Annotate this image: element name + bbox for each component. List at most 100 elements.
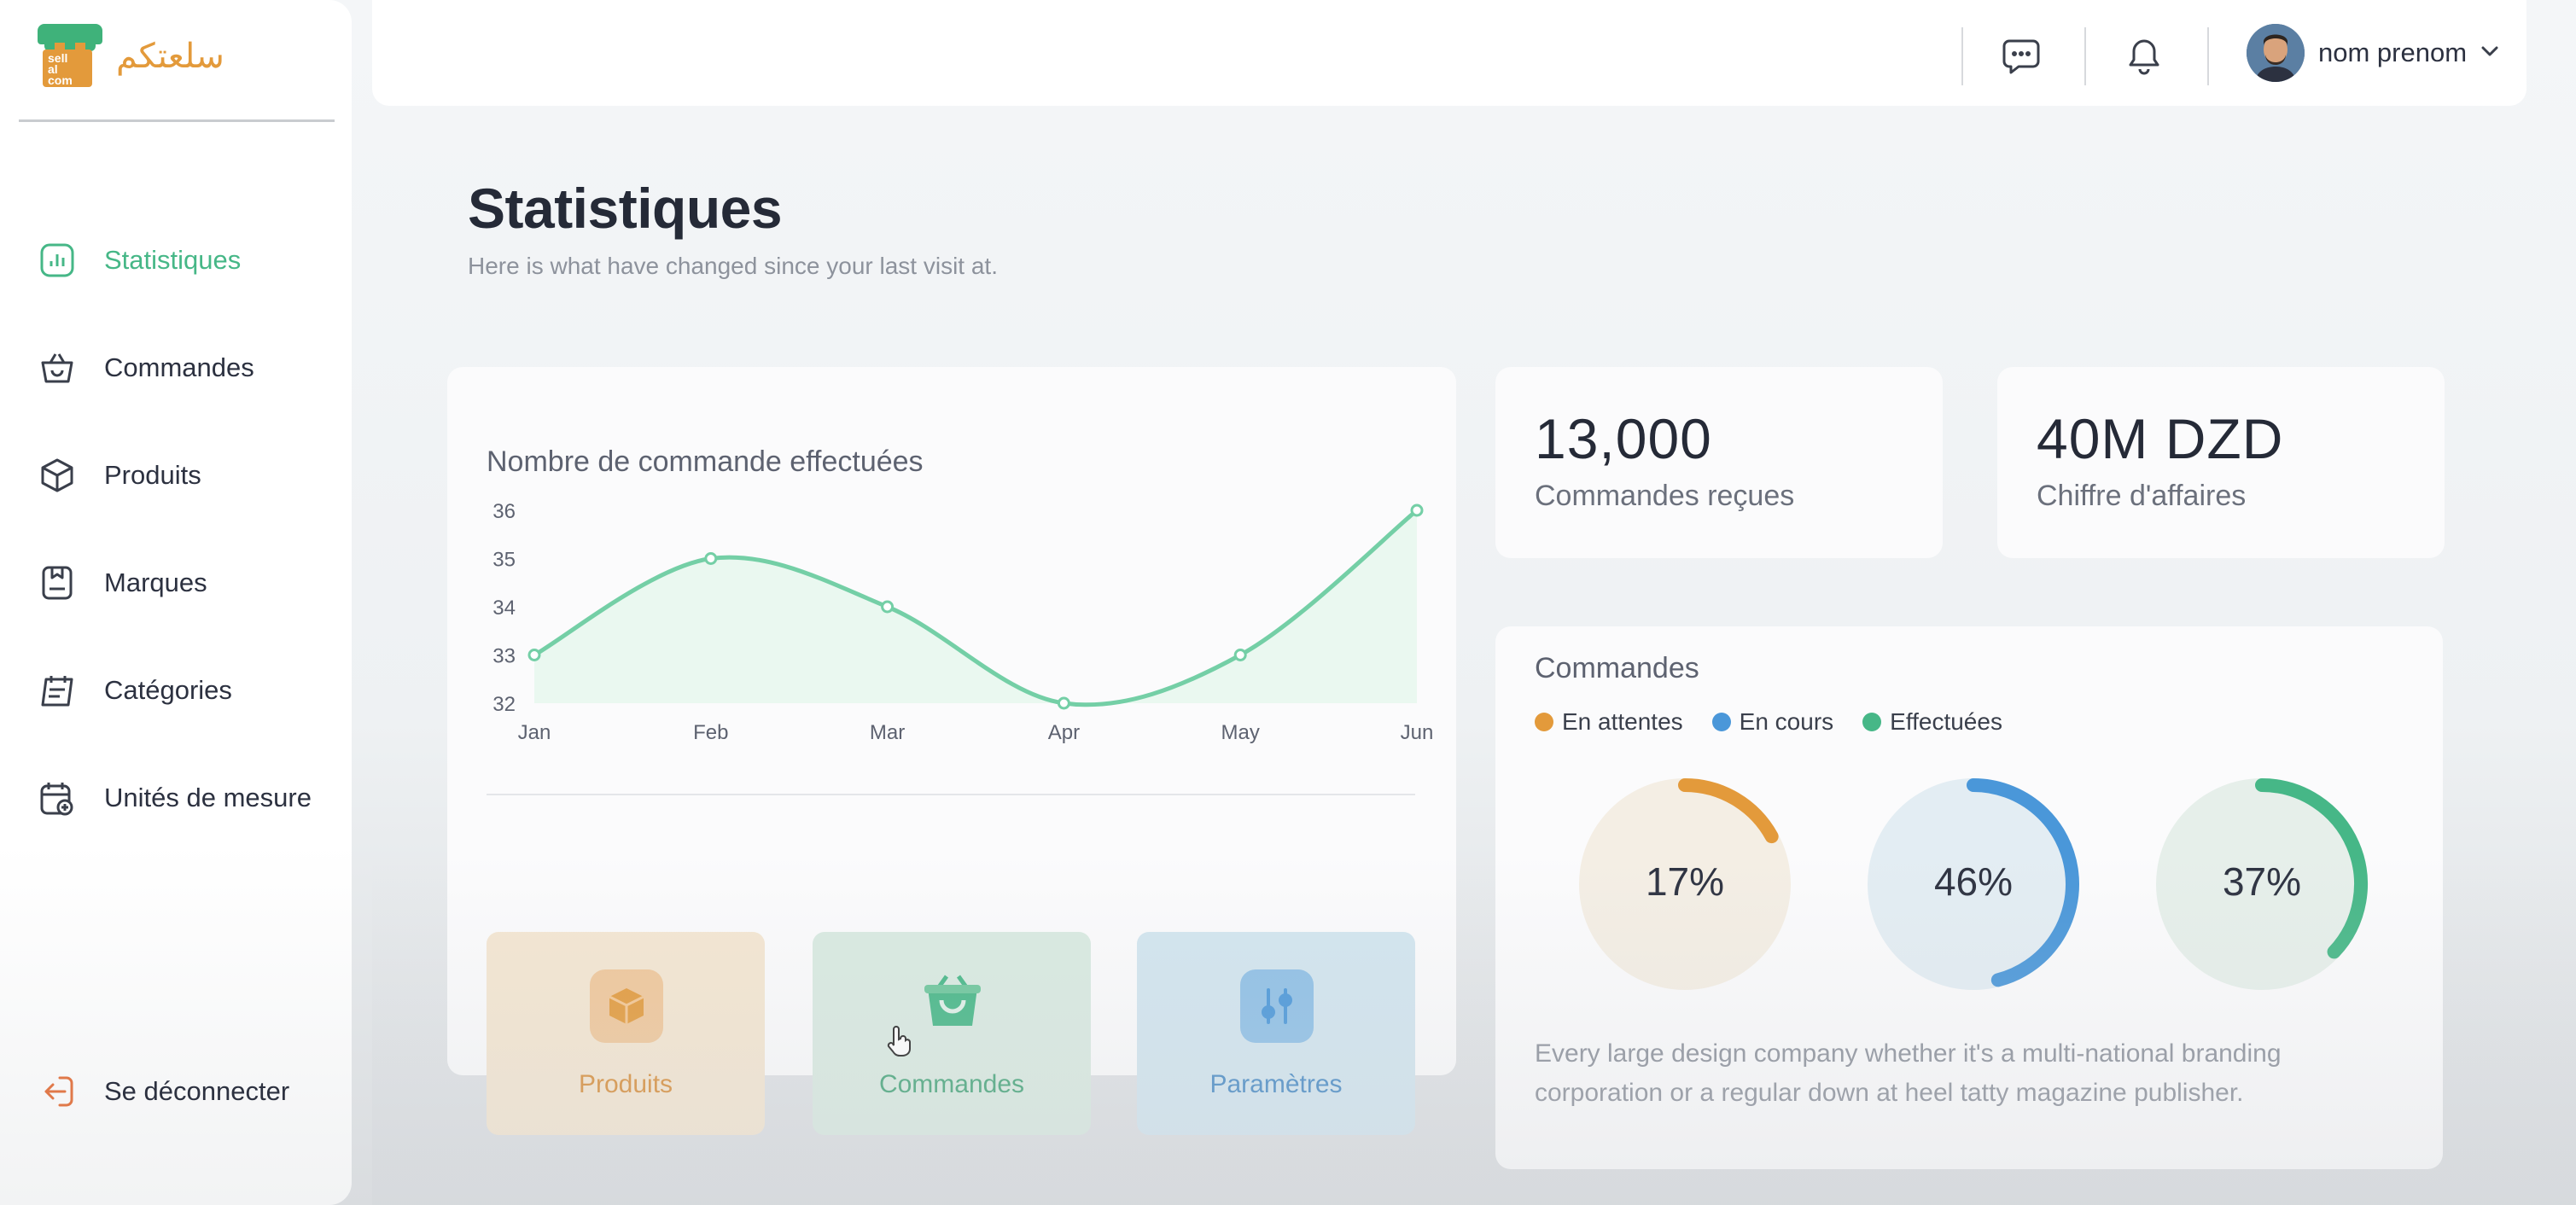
chart-title: Nombre de commande effectuées <box>487 445 924 478</box>
stat-value: 40M DZD <box>2037 407 2284 470</box>
donut-value: 37% <box>2222 859 2302 904</box>
donut-arc <box>1967 778 2079 987</box>
header-divider <box>2084 27 2086 85</box>
stat-label: Chiffre d'affaires <box>2037 480 2247 512</box>
data-point <box>1410 504 1424 517</box>
x-tick-label: Feb <box>693 721 728 744</box>
donut-value: 46% <box>1933 859 2014 904</box>
quick-action-produits[interactable]: Produits <box>487 932 765 1135</box>
sidebar: sell al com سلعتكم Statistiques Commandes <box>0 0 352 1205</box>
x-tick-label: Apr <box>1048 721 1080 744</box>
y-tick-label: 32 <box>492 693 516 716</box>
quick-action-label: Paramètres <box>1209 1070 1343 1098</box>
orders-description: Every large design company whether it's … <box>1535 1039 2282 1107</box>
orders-legend: En attentes En cours Effectuées <box>1535 708 2031 736</box>
sidebar-item-categories[interactable]: Catégories <box>38 637 328 744</box>
x-tick-label: Jun <box>1401 721 1434 744</box>
header-divider <box>1961 27 1963 85</box>
donut-en-attentes: 17% <box>1574 773 1796 995</box>
sidebar-item-commandes[interactable]: Commandes <box>38 314 328 422</box>
sidebar-item-label: Unités de mesure <box>104 783 312 812</box>
legend-label: Effectuées <box>1890 708 2002 735</box>
user-menu[interactable]: nom prenom <box>2247 24 2501 82</box>
quick-action-label: Commandes <box>878 1070 1025 1098</box>
data-point <box>1057 696 1070 710</box>
orders-line-chart: 32 33 34 35 36 Jan Feb Mar Apr May Jun <box>492 500 1434 744</box>
brand-logo[interactable]: sell al com سلعتكم <box>38 24 224 89</box>
x-tick-label: May <box>1221 721 1260 744</box>
quick-action-label: Produits <box>578 1070 673 1098</box>
user-name: nom prenom <box>2318 38 2468 67</box>
sidebar-item-marques[interactable]: Marques <box>38 529 328 637</box>
stat-card-chiffre-affaires: 40M DZD Chiffre d'affaires <box>1997 367 2445 558</box>
donut-en-cours: 46% <box>1862 773 2084 995</box>
sidebar-divider <box>19 119 335 122</box>
quick-action-commandes[interactable]: Commandes <box>813 932 1091 1135</box>
series-line <box>533 509 1419 707</box>
stat-value: 13,000 <box>1535 407 1712 470</box>
series-area <box>534 510 1417 705</box>
donut-arc <box>1678 778 1779 844</box>
donut-value: 17% <box>1645 859 1725 904</box>
page-subtitle: Here is what have changed since your las… <box>468 253 998 279</box>
legend-item-en-cours: En cours <box>1711 708 1834 736</box>
legend-label: En attentes <box>1562 708 1683 735</box>
top-header <box>372 0 2526 106</box>
logout-button[interactable]: Se déconnecter <box>38 1072 289 1111</box>
legend-dot <box>1535 713 1553 731</box>
basket-icon <box>38 348 77 387</box>
sliders-icon <box>1240 969 1314 1043</box>
sidebar-item-label: Commandes <box>104 352 254 382</box>
donut-arc <box>2255 778 2368 959</box>
data-point <box>704 552 718 565</box>
y-tick-label: 34 <box>492 597 516 620</box>
brand-tag-icon <box>38 563 77 602</box>
chat-icon[interactable] <box>1999 34 2043 79</box>
chevron-down-icon <box>2479 40 2501 67</box>
legend-label: En cours <box>1739 708 1834 735</box>
legend-item-effectuees: Effectuées <box>1862 708 2002 736</box>
legend-dot <box>1862 713 1882 731</box>
data-point <box>527 649 541 661</box>
donut-background <box>2156 778 2368 990</box>
header-divider <box>2207 27 2209 85</box>
orders-title: Commandes <box>1535 652 1699 684</box>
sidebar-item-produits[interactable]: Produits <box>38 422 328 529</box>
box-icon <box>38 456 77 495</box>
logout-label: Se déconnecter <box>104 1076 290 1106</box>
legend-item-en-attentes: En attentes <box>1535 708 1683 736</box>
sidebar-item-label: Marques <box>104 568 207 597</box>
stat-card-commandes: 13,000 Commandes reçues <box>1495 367 1943 558</box>
y-tick-label: 33 <box>492 645 516 668</box>
donut-background <box>1868 778 2079 990</box>
donut-background <box>1579 778 1791 990</box>
x-tick-label: Mar <box>870 721 905 744</box>
donut-effectuees: 37% <box>2151 773 2373 995</box>
category-icon <box>38 671 77 710</box>
hand-cursor-icon <box>887 1026 911 1057</box>
page-title: Statistiques <box>468 177 783 240</box>
y-tick-label: 36 <box>492 500 516 523</box>
brand-name: سلعتكم <box>116 37 224 76</box>
stat-label: Commandes reçues <box>1535 480 1795 512</box>
legend-dot <box>1711 713 1731 731</box>
sidebar-item-statistiques[interactable]: Statistiques <box>38 207 328 314</box>
sidebar-nav: Statistiques Commandes Produits <box>38 207 328 852</box>
data-point <box>881 600 895 614</box>
calendar-unit-icon <box>38 778 77 818</box>
data-point <box>1233 649 1247 661</box>
avatar <box>2247 24 2305 82</box>
x-tick-label: Jan <box>518 721 551 744</box>
y-tick-label: 35 <box>492 549 516 572</box>
sidebar-item-label: Produits <box>104 460 201 490</box>
quick-action-parametres[interactable]: Paramètres <box>1137 932 1415 1135</box>
card-divider <box>487 794 1415 795</box>
box-icon <box>590 969 663 1043</box>
sidebar-item-unites-de-mesure[interactable]: Unités de mesure <box>38 744 328 852</box>
sidebar-item-label: Catégories <box>104 675 232 705</box>
logout-icon <box>38 1072 77 1111</box>
sidebar-item-label: Statistiques <box>104 245 242 275</box>
store-logo-icon: sell al com <box>38 24 102 89</box>
bell-icon[interactable] <box>2122 34 2166 79</box>
basket-icon <box>916 969 989 1043</box>
